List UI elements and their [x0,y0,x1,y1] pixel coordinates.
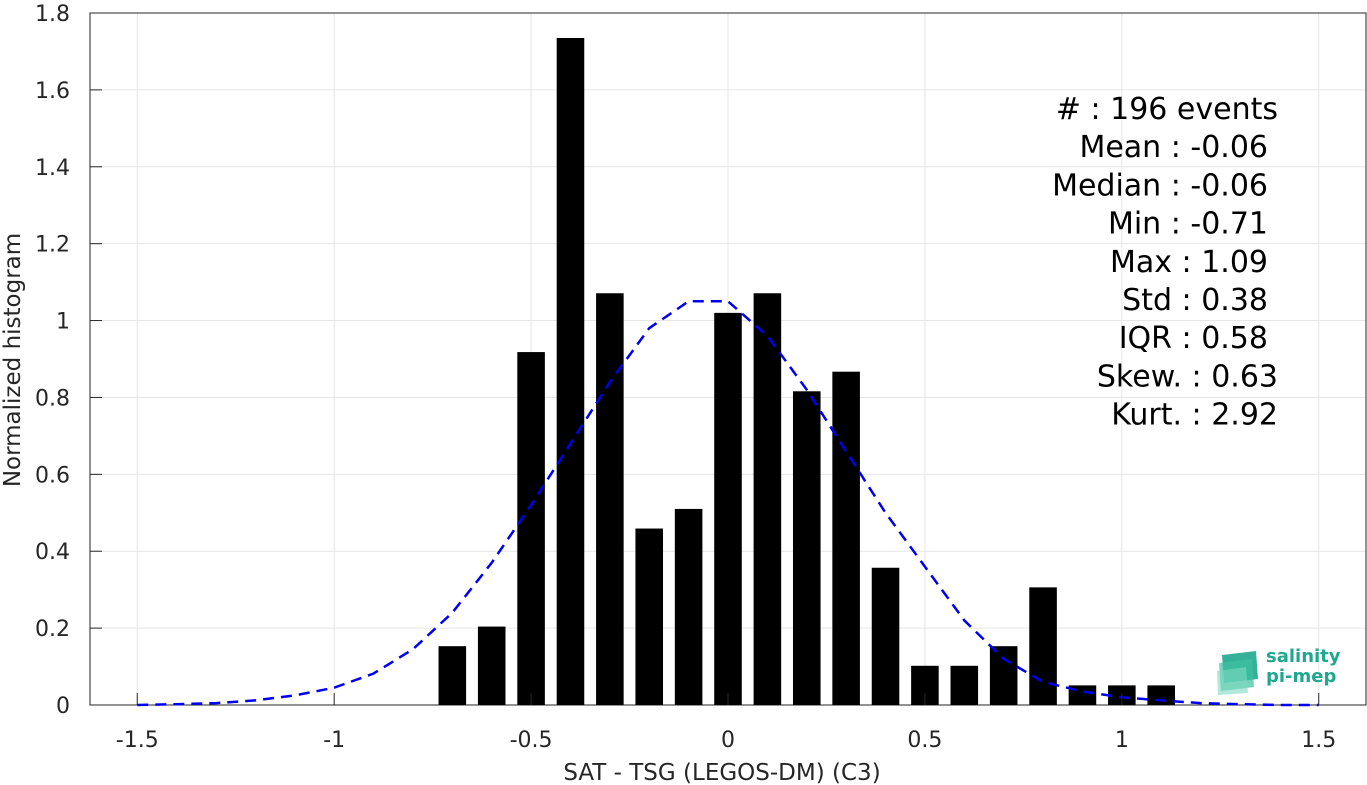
histogram-bar [753,293,782,705]
y-tick-label: 0.6 [35,463,70,488]
x-tick-label: -0.5 [510,728,553,753]
stat-line: Skew. : 0.63 [1097,359,1278,394]
stat-line: # : 196 events [1056,92,1278,127]
stat-line: Min : -0.71 [1108,207,1268,242]
y-tick-label: 1.8 [35,2,70,27]
x-tick-label: -1 [323,728,345,753]
x-tick-labels: -1.5 -1 -0.5 0 0.5 1 1.5 [116,728,1336,753]
y-tick-label: 1.6 [35,79,70,104]
stat-line: IQR : 0.58 [1119,321,1268,356]
histogram-bar [832,371,860,705]
histogram-bar [1147,685,1175,705]
histogram-bar [871,567,900,705]
stat-line: Std : 0.38 [1122,283,1268,318]
histogram-bar [556,37,585,705]
axis-ticks [90,12,1320,706]
y-tick-label: 0 [56,694,70,719]
histogram-bar [950,665,979,705]
logo-text-salinity: salinity [1266,646,1341,667]
y-tick-label: 1 [56,310,70,335]
stat-line: Kurt. : 2.92 [1111,398,1278,433]
histogram-bar [714,312,742,705]
histogram-bar [596,293,624,705]
histogram-bar [1029,587,1057,705]
x-tick-label: 0.5 [907,728,942,753]
histogram-bar [635,528,664,705]
x-axis-label: SAT - TSG (LEGOS-DM) (C3) [563,760,880,785]
x-tick-label: -1.5 [116,728,159,753]
histogram-bar [517,352,545,705]
histogram-bar [674,508,703,705]
salinity-pi-mep-logo: salinity pi-mep [1216,647,1356,695]
histogram-bar [438,646,467,705]
x-tick-label: 1 [1115,728,1129,753]
stat-line: Max : 1.09 [1110,245,1268,280]
histogram-bar [989,646,1018,705]
histogram-bar [792,391,821,705]
y-tick-label: 0.2 [35,617,70,642]
x-tick-label: 1.5 [1301,728,1336,753]
stat-line: Mean : -0.06 [1079,130,1268,165]
y-tick-label: 0.8 [35,386,70,411]
y-tick-label: 1.2 [35,233,70,258]
y-axis-label: Normalized histogram [0,233,26,487]
x-tick-label: 0 [721,728,735,753]
logo-text-pimep: pi-mep [1266,666,1337,687]
y-tick-labels: 0 0.2 0.4 0.6 0.8 1 1.2 1.4 1.6 1.8 [35,2,70,719]
y-tick-label: 0.4 [35,540,70,565]
histogram-bars [438,37,1175,705]
stat-line: Median : -0.06 [1052,168,1268,203]
y-tick-label: 1.4 [35,156,70,181]
logo-icon [1217,651,1258,695]
histogram-bar [477,626,506,705]
